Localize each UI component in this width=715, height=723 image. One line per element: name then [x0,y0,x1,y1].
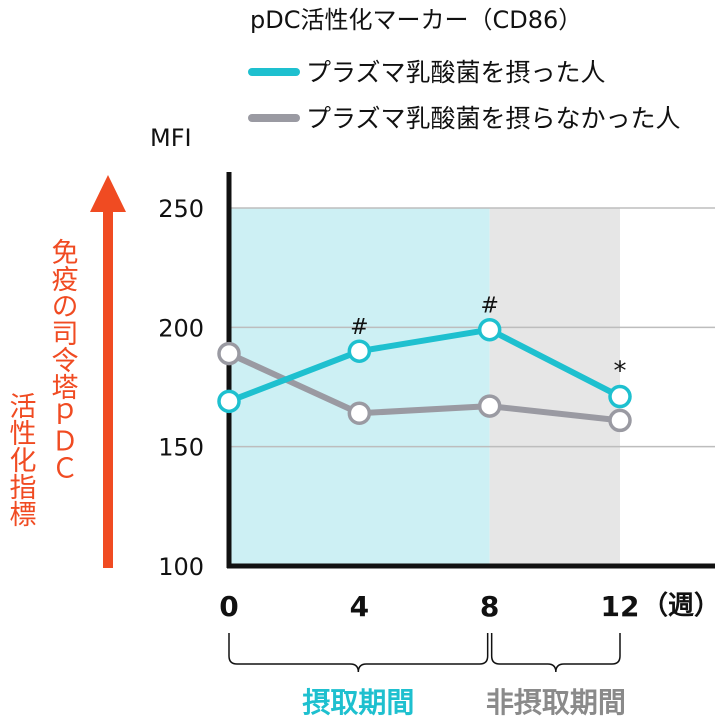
legend-label: プラズマ乳酸菌を摂った人 [306,58,606,87]
x-tick-label: 0 [219,590,238,623]
series-lines: # # * [217,294,632,433]
series-line [227,350,621,424]
y-tick-label: 150 [158,434,204,462]
period-bands [229,208,620,566]
data-point [347,339,372,363]
series-1 [217,341,632,433]
significance-mark: * [614,357,627,387]
x-tick-label: 4 [350,590,369,623]
y-axis-label: MFI [150,124,192,152]
data-point [477,317,502,342]
up-arrow-icon [90,175,126,568]
y-indicator: 免疫の司令塔ｐＤＣ 活性化指標 [5,175,126,568]
legend-label: プラズマ乳酸菌を摂らなかった人 [306,104,681,133]
period-brackets: 摂取期間 非摂取期間 [228,633,626,719]
data-point [217,341,241,366]
period-label: 摂取期間 [302,686,414,719]
y-tick-label: 100 [158,553,204,581]
data-point [217,389,241,414]
y-tick-labels: 250 200 150 100 [158,195,204,581]
x-tick-label: 12 [601,590,640,623]
y-indicator-sub-label: 活性化指標 [5,392,37,527]
y-tick-label: 250 [158,195,204,223]
chart-title: pDC活性化マーカー（CD86） [250,6,582,34]
x-tick-label: 8 [480,590,499,623]
significance-mark: # [480,294,498,319]
x-unit-label: （週） [642,591,715,621]
significance-mark: # [350,315,368,340]
data-point [477,394,502,418]
gridlines [229,207,715,448]
data-point [347,401,372,426]
series-line [227,326,622,405]
period-bracket [490,633,621,673]
y-indicator-main-label: 免疫の司令塔ｐＤＣ [47,238,79,481]
x-tick-labels: 0 4 8 12 [219,590,639,623]
data-point [608,408,632,433]
period-label: 非摂取期間 [486,686,626,719]
series-0: # # * [217,294,632,414]
period-bracket [228,633,489,673]
axes [226,172,715,569]
y-tick-label: 200 [158,314,204,342]
data-point [608,384,632,409]
